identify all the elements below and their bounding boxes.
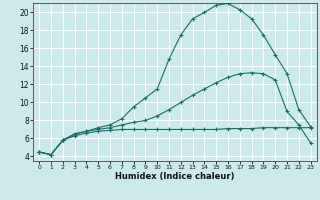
X-axis label: Humidex (Indice chaleur): Humidex (Indice chaleur)	[115, 172, 235, 181]
